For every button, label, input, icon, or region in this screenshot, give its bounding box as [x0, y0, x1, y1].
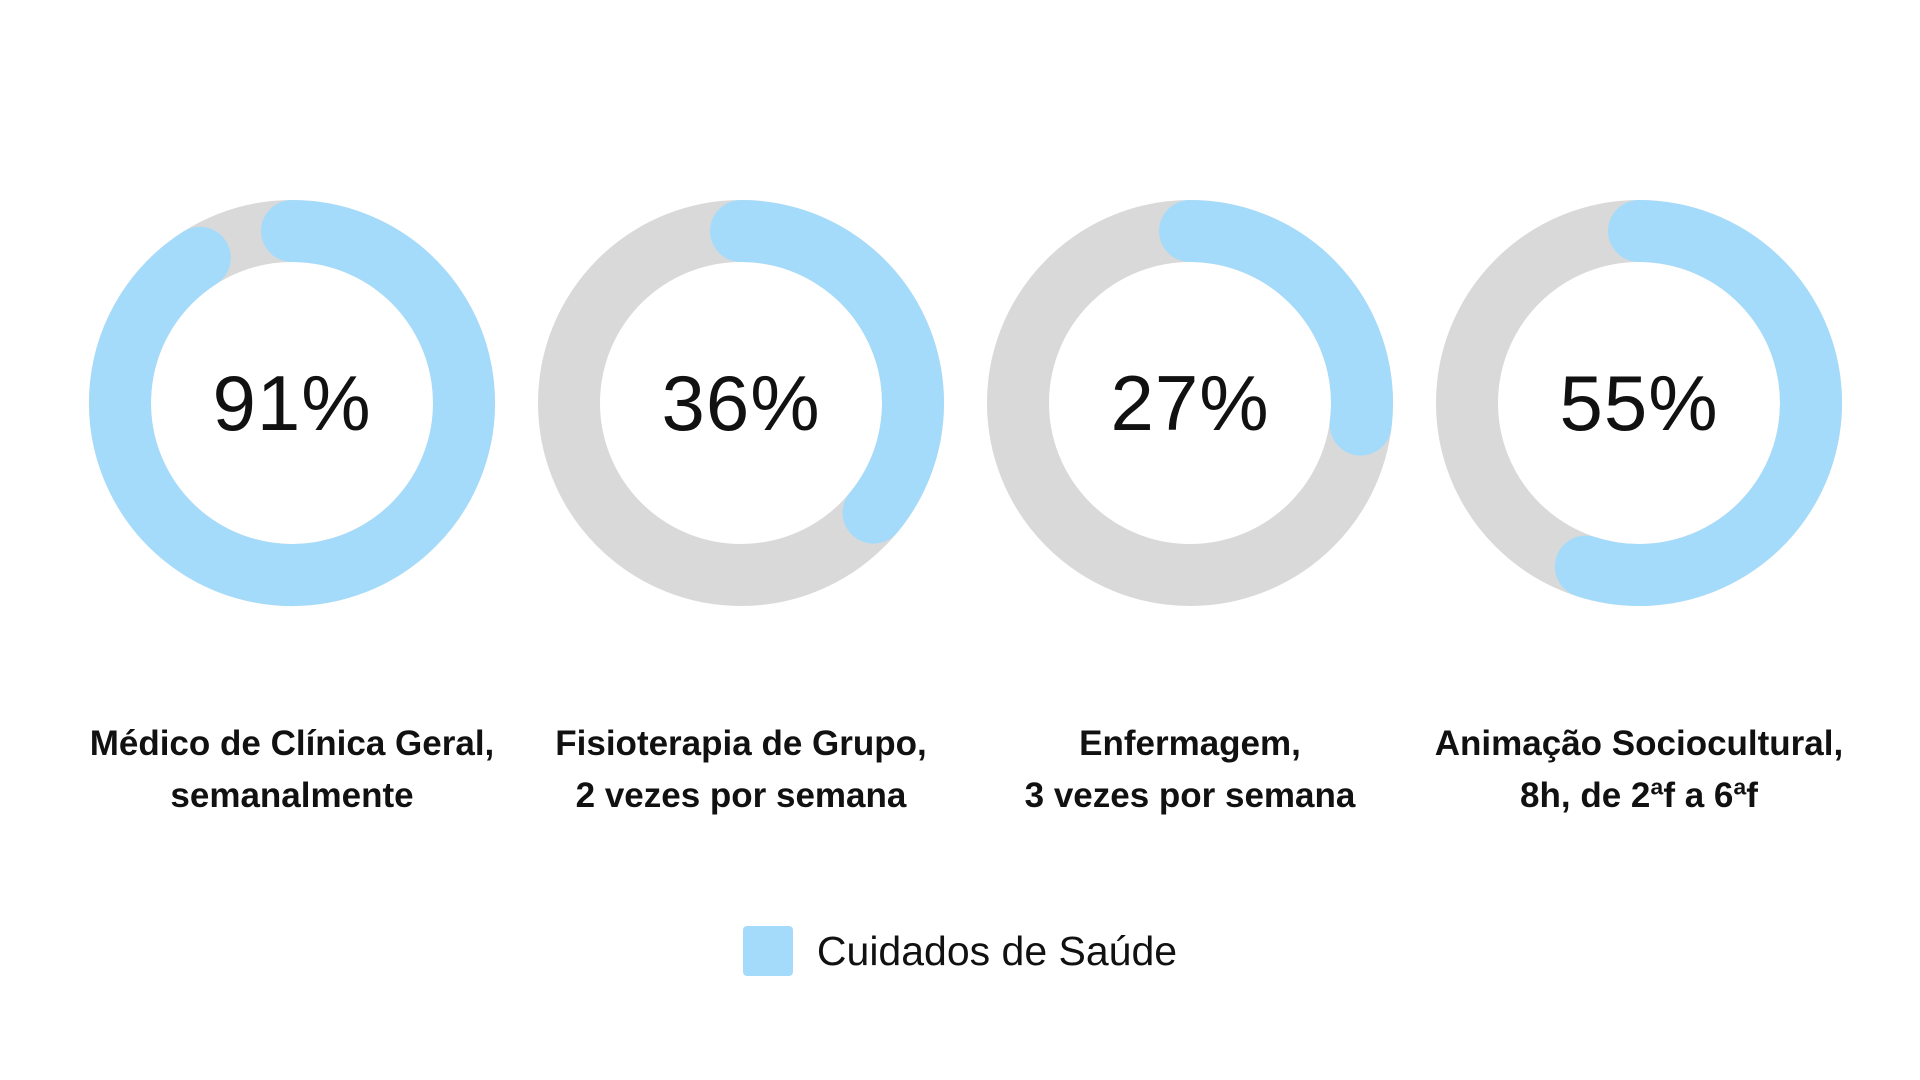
donut-caption-line: Enfermagem,: [1079, 724, 1301, 763]
donut-value-arc: [1554, 200, 1842, 606]
donut-caption-line: Animação Sociocultural,: [1434, 724, 1844, 763]
donut-caption-line: semanalmente: [170, 776, 414, 815]
donut-caption-line: 8h, de 2ªf a 6ªf: [1520, 776, 1758, 815]
donut-caption-line: 2 vezes por semana: [575, 776, 907, 815]
donut-value-label-0: 91%: [212, 358, 372, 447]
donut-chart-0: 91%: [87, 198, 497, 608]
donut-value-arc: [1159, 200, 1393, 456]
donut-svg-3: [1436, 200, 1842, 606]
donut-value-arc: [710, 200, 944, 544]
legend-label: Cuidados de Saúde: [816, 927, 1178, 974]
donut-caption-line: Médico de Clínica Geral,: [89, 724, 495, 763]
donut-caption-0: Médico de Clínica Geral, semanalmente: [62, 718, 522, 822]
donut-caption-1: Fisioterapia de Grupo, 2 vezes por seman…: [511, 718, 971, 822]
donut-caption-line: Fisioterapia de Grupo,: [555, 724, 927, 763]
donut-caption-3: Animação Sociocultural, 8h, de 2ªf a 6ªf: [1409, 718, 1869, 822]
donut-svg-2: [987, 200, 1393, 606]
donut-value-arc: [89, 200, 495, 606]
chart-legend: Cuidados de Saúde: [0, 925, 1920, 977]
donut-caption-2: Enfermagem, 3 vezes por semana: [960, 718, 1420, 822]
donut-svg-1: [538, 200, 944, 606]
donut-chart-2: 27%: [985, 198, 1395, 608]
donut-value-label-3: 55%: [1559, 358, 1719, 447]
donut-chart-3: 55%: [1434, 198, 1844, 608]
donut-value-label-1: 36%: [661, 358, 821, 447]
donut-chart-1: 36%: [536, 198, 946, 608]
donut-svg-0: [89, 200, 495, 606]
donut-value-label-2: 27%: [1110, 358, 1270, 447]
legend-swatch: [742, 926, 793, 976]
donut-caption-line: 3 vezes por semana: [1024, 776, 1356, 815]
